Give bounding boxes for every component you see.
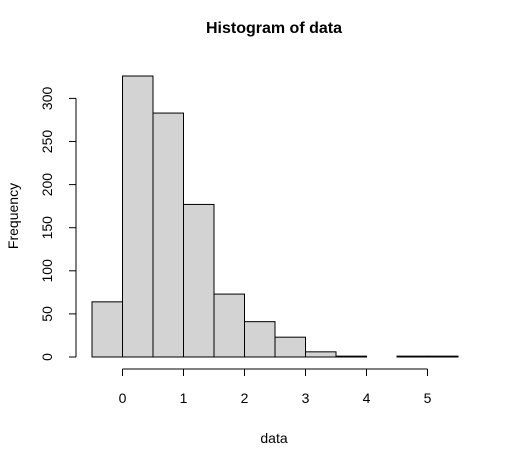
histogram-bar <box>305 351 337 358</box>
histogram-bar <box>183 203 215 358</box>
y-tick-label: 300 <box>39 87 55 111</box>
histogram-bar <box>152 112 184 358</box>
x-tick-label: 1 <box>180 390 188 406</box>
y-tick-label: 250 <box>39 130 55 154</box>
histogram-bar <box>213 293 245 358</box>
y-axis-label: Frequency <box>5 183 21 249</box>
x-tick-label: 4 <box>363 390 371 406</box>
y-tick-label: 100 <box>39 259 55 283</box>
histogram-bar <box>396 355 428 358</box>
y-tick-label: 150 <box>39 216 55 240</box>
histogram-bar <box>91 301 123 358</box>
x-axis-label: data <box>260 430 287 446</box>
histogram-bar <box>274 336 306 358</box>
x-tick-label: 5 <box>424 390 432 406</box>
histogram-bars <box>91 75 459 358</box>
y-tick-label: 50 <box>39 306 55 322</box>
x-tick-label: 0 <box>119 390 127 406</box>
histogram-bar <box>244 321 276 358</box>
y-tick-label: 200 <box>39 173 55 197</box>
histogram-bar <box>122 75 154 358</box>
y-axis: 0 50 100 150 200 250 300 <box>39 87 77 361</box>
x-tick-label: 2 <box>241 390 249 406</box>
y-tick-label: 0 <box>39 353 55 361</box>
chart-title: Histogram of data <box>206 20 342 37</box>
histogram-bar <box>335 355 367 358</box>
x-tick-label: 3 <box>302 390 310 406</box>
x-axis: 0 1 2 3 4 5 <box>119 368 432 406</box>
histogram-bar <box>427 355 459 358</box>
